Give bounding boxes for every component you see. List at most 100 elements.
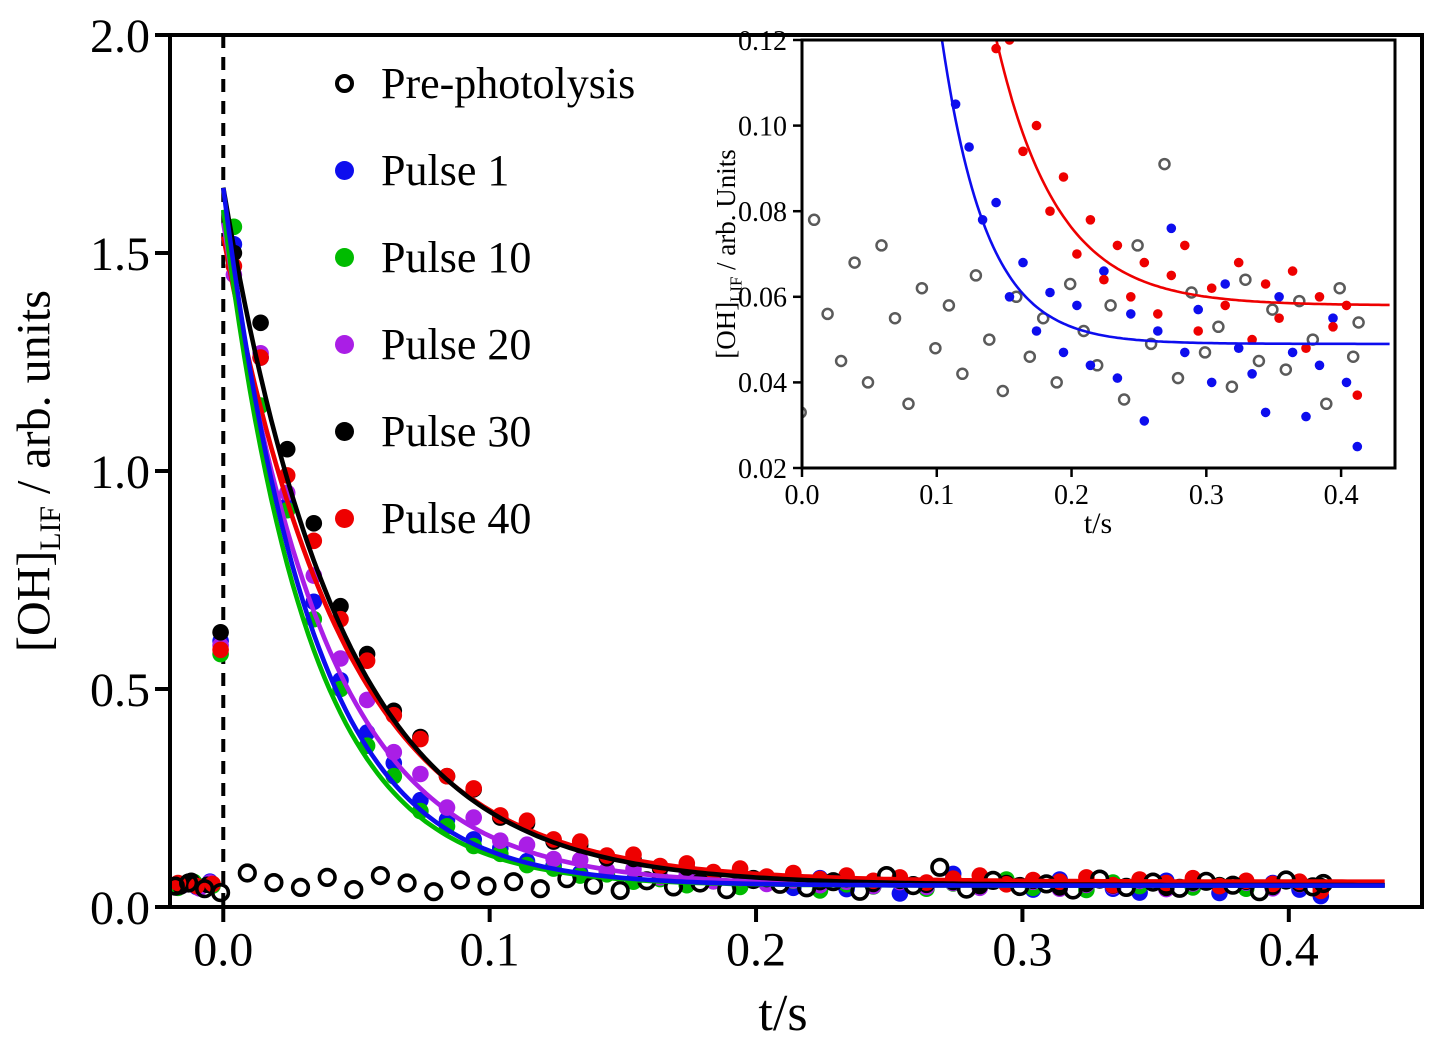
data-point <box>370 865 391 886</box>
data-point <box>821 307 834 321</box>
open-circle-marker-icon <box>334 74 354 93</box>
data-point <box>1287 347 1298 358</box>
data-point <box>412 765 429 783</box>
data-point <box>1158 157 1171 171</box>
main-x-tick-label: 0.2 <box>726 924 786 977</box>
data-point <box>1233 343 1244 354</box>
data-point <box>1352 390 1363 401</box>
legend-marker-column <box>331 248 357 267</box>
data-point <box>1333 281 1346 295</box>
legend-marker-column <box>331 509 357 528</box>
legend-item-pulse-20: Pulse 20 <box>331 301 635 388</box>
data-point <box>791 301 801 311</box>
data-point <box>983 333 996 346</box>
inset-x-axis-label: t/s <box>1083 507 1113 540</box>
data-point <box>1085 215 1096 225</box>
data-point <box>1274 313 1284 324</box>
data-point <box>477 876 497 896</box>
main-x-tick-label: 0.3 <box>992 924 1052 977</box>
data-point <box>776 326 786 336</box>
data-point <box>1031 326 1042 336</box>
main-x-tick-label: 0.4 <box>1259 924 1319 977</box>
data-point <box>1126 292 1136 302</box>
legend-item-label: Pulse 40 <box>381 494 532 543</box>
data-point <box>1112 373 1123 383</box>
main-y-tick-label: 0.5 <box>90 664 150 717</box>
legend-item-pulse-10: Pulse 10 <box>331 214 635 301</box>
data-point <box>956 367 969 381</box>
main-y-axis-label: [OH]LIF / arb. units <box>7 290 67 652</box>
legend-item-label: Pulse 1 <box>381 146 510 195</box>
data-point <box>1260 407 1271 418</box>
data-point <box>1352 441 1363 452</box>
data-point <box>1004 292 1015 302</box>
data-point <box>1247 369 1257 379</box>
inset-fit-curve-pulse-40 <box>994 39 1390 307</box>
legend-item-label: Pulse 30 <box>381 407 532 456</box>
data-point <box>888 311 902 325</box>
data-point <box>1018 257 1028 268</box>
data-point <box>1099 266 1109 276</box>
data-point <box>1085 360 1096 371</box>
data-point <box>1166 223 1177 234</box>
data-point <box>290 877 311 898</box>
data-point <box>969 269 983 282</box>
data-point <box>1139 416 1150 426</box>
data-point <box>807 213 821 227</box>
filled-circle-marker-icon <box>334 422 354 441</box>
data-point <box>397 873 417 893</box>
data-point <box>1233 257 1244 268</box>
data-point <box>1212 320 1225 334</box>
filled-circle-marker-icon <box>334 161 354 180</box>
inset-y-tick-label: 0.06 <box>738 283 787 314</box>
data-point <box>891 885 909 902</box>
legend-marker-column <box>331 74 357 93</box>
legend-item-label: Pre-photolysis <box>381 59 636 108</box>
main-y-tick-label: 2.0 <box>90 10 150 63</box>
data-point <box>424 882 444 902</box>
legend-item-pulse-30: Pulse 30 <box>331 388 635 475</box>
data-point <box>780 313 790 323</box>
data-point <box>1126 309 1136 319</box>
data-point <box>1153 309 1163 319</box>
data-point <box>1144 337 1158 351</box>
data-point <box>583 875 604 895</box>
data-point <box>1193 304 1203 315</box>
legend-marker-column <box>331 422 357 441</box>
data-point <box>1346 350 1360 363</box>
main-axes: 0.0 0.1 0.2 0.3 0.4 0.0 0.5 1.0 1.5 2.0 <box>90 10 1424 977</box>
main-y-axis-label-units: / arb. units <box>7 290 61 507</box>
data-point <box>530 879 550 899</box>
data-point <box>1131 239 1144 252</box>
inset-axes: 0.0 0.1 0.2 0.3 0.4 0.02 0.04 0.06 0.08 0.10 0.12 <box>738 26 1397 511</box>
data-point <box>317 867 337 888</box>
data-point <box>1252 354 1266 368</box>
data-point <box>801 324 802 329</box>
inset-y-axis-label-units: / arb. Units <box>710 149 741 277</box>
data-point <box>1225 380 1239 393</box>
data-point <box>1193 326 1203 336</box>
data-point <box>1112 240 1123 251</box>
inset-y-tick-label: 0.04 <box>738 368 787 399</box>
legend-item-pre-photolysis: Pre-photolysis <box>331 40 635 127</box>
data-point <box>861 376 875 389</box>
data-point <box>252 314 269 332</box>
data-point <box>1139 257 1150 268</box>
data-point <box>211 882 231 903</box>
data-point <box>1099 274 1109 285</box>
data-point <box>1045 206 1055 216</box>
data-point <box>1352 316 1365 329</box>
main-x-axis-label: t/s <box>758 985 808 1042</box>
data-point <box>1320 397 1333 411</box>
main-y-axis-label-subscript: LIF <box>33 506 67 551</box>
data-point <box>942 299 956 312</box>
data-point <box>1104 299 1117 312</box>
filled-circle-marker-icon <box>334 509 354 528</box>
legend-item-label: Pulse 10 <box>381 233 532 282</box>
data-point <box>1301 411 1311 422</box>
data-point <box>278 440 296 458</box>
data-point <box>1117 393 1131 406</box>
data-point <box>996 384 1010 398</box>
main-y-tick-label: 0.0 <box>90 882 150 935</box>
